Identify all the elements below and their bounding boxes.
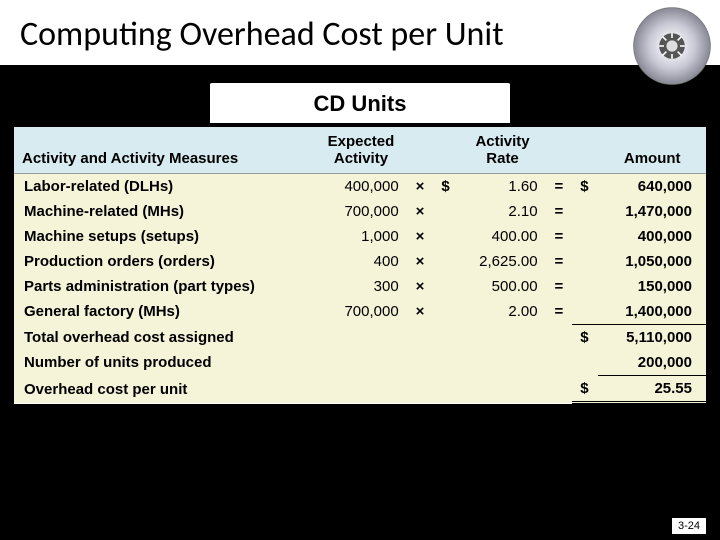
slide-title: Computing Overhead Cost per Unit [20, 14, 700, 55]
row-expected: 700,000 [315, 299, 406, 325]
row-equals-op: = [546, 274, 573, 299]
col-expected-activity: Expected Activity [315, 127, 406, 174]
col-cur2 [572, 127, 598, 174]
row-rate: 2.00 [460, 299, 546, 325]
title-bar: Computing Overhead Cost per Unit [0, 0, 720, 65]
col-expected-line2: Activity [334, 150, 388, 167]
row-times-op: × [407, 199, 434, 224]
row-label: General factory (MHs) [14, 299, 315, 325]
row-amount: 150,000 [598, 274, 706, 299]
col-cur1 [433, 127, 459, 174]
col-expected-line1: Expected [328, 133, 395, 150]
table-row: General factory (MHs)700,000× 2.00= 1,400,… [14, 299, 706, 325]
row-equals-op: = [546, 299, 573, 325]
row-amount-currency [572, 199, 598, 224]
cost-per-unit-row: Overhead cost per unit $25.55 [14, 376, 706, 403]
table-row: Production orders (orders)400× 2,625.00= 1… [14, 249, 706, 274]
col-rate-line1: Activity [475, 133, 529, 150]
row-rate-currency [433, 224, 459, 249]
row-rate: 2.10 [460, 199, 546, 224]
row-amount-currency [572, 274, 598, 299]
row-times-op: × [407, 224, 434, 249]
col-op2 [546, 127, 573, 174]
table-row: Parts administration (part types)300× 500… [14, 274, 706, 299]
row-equals-op: = [546, 199, 573, 224]
units-amount: 200,000 [598, 350, 706, 376]
row-expected: 700,000 [315, 199, 406, 224]
row-times-op: × [407, 299, 434, 325]
slide-number: 3-24 [672, 518, 706, 534]
units-produced-row: Number of units produced 200,000 [14, 350, 706, 376]
row-label: Labor-related (DLHs) [14, 174, 315, 200]
col-activity-measures: Activity and Activity Measures [14, 127, 315, 174]
table-body: Labor-related (DLHs)400,000×$1.60=$640,0… [14, 174, 706, 403]
total-overhead-row: Total overhead cost assigned $5,110,000 [14, 325, 706, 351]
perunit-label: Overhead cost per unit [14, 376, 315, 403]
row-equals-op: = [546, 224, 573, 249]
row-label: Machine-related (MHs) [14, 199, 315, 224]
col-rate-line2: Rate [486, 150, 519, 167]
row-rate-currency [433, 249, 459, 274]
col-amount: Amount [598, 127, 706, 174]
row-amount-currency [572, 299, 598, 325]
row-rate-currency [433, 199, 459, 224]
col-op1 [407, 127, 434, 174]
table-row: Machine-related (MHs)700,000× 2.10= 1,470,… [14, 199, 706, 224]
row-equals-op: = [546, 174, 573, 200]
perunit-amount: 25.55 [598, 376, 706, 403]
row-amount-currency [572, 224, 598, 249]
row-rate: 400.00 [460, 224, 546, 249]
row-expected: 1,000 [315, 224, 406, 249]
row-rate-currency [433, 274, 459, 299]
row-times-op: × [407, 274, 434, 299]
table-header-row: Activity and Activity Measures Expected … [14, 127, 706, 174]
row-expected: 400,000 [315, 174, 406, 200]
row-times-op: × [407, 174, 434, 200]
cd-disc-icon [632, 6, 712, 86]
row-label: Production orders (orders) [14, 249, 315, 274]
total-currency: $ [572, 325, 598, 351]
row-amount: 640,000 [598, 174, 706, 200]
row-times-op: × [407, 249, 434, 274]
row-rate-currency [433, 299, 459, 325]
row-amount-currency [572, 249, 598, 274]
perunit-currency: $ [572, 376, 598, 403]
row-expected: 400 [315, 249, 406, 274]
row-rate: 1.60 [460, 174, 546, 200]
row-rate: 2,625.00 [460, 249, 546, 274]
table-row: Machine setups (setups)1,000× 400.00= 400,… [14, 224, 706, 249]
table-subtitle: CD Units [210, 83, 510, 125]
row-amount-currency: $ [572, 174, 598, 200]
row-amount: 1,050,000 [598, 249, 706, 274]
total-label: Total overhead cost assigned [14, 325, 315, 351]
row-rate-currency: $ [433, 174, 459, 200]
units-label: Number of units produced [14, 350, 315, 376]
row-equals-op: = [546, 249, 573, 274]
total-amount: 5,110,000 [598, 325, 706, 351]
row-expected: 300 [315, 274, 406, 299]
row-label: Parts administration (part types) [14, 274, 315, 299]
row-amount: 1,400,000 [598, 299, 706, 325]
col-activity-rate: Activity Rate [460, 127, 546, 174]
overhead-table: Activity and Activity Measures Expected … [14, 127, 706, 404]
overhead-table-container: Activity and Activity Measures Expected … [12, 125, 708, 406]
row-amount: 1,470,000 [598, 199, 706, 224]
row-label: Machine setups (setups) [14, 224, 315, 249]
table-row: Labor-related (DLHs)400,000×$1.60=$640,0… [14, 174, 706, 200]
row-rate: 500.00 [460, 274, 546, 299]
row-amount: 400,000 [598, 224, 706, 249]
